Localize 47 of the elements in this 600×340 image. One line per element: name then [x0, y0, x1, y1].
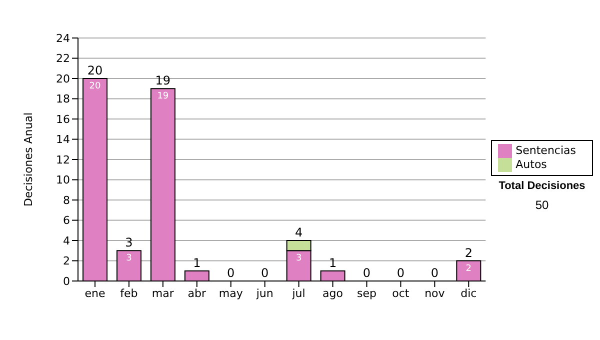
text: 50 [534, 198, 550, 212]
total-label: 2 [464, 246, 472, 260]
data-label: 19 [157, 92, 169, 102]
y-tick-label: 24 [56, 32, 70, 45]
total-label: 1 [193, 256, 201, 270]
x-tick-label: feb [120, 286, 138, 300]
legend-label: Autos [516, 158, 547, 172]
y-tick-label: 2 [63, 254, 70, 268]
x-tick-label: dic [460, 286, 477, 300]
text: Total Decisiones [498, 180, 586, 192]
legend-label: Sentencias [516, 144, 576, 158]
y-tick-label: 14 [56, 133, 70, 146]
y-tick-label: 6 [63, 214, 70, 228]
y-tick-label: 8 [63, 194, 70, 207]
y-axis-title: Decisiones Anual [22, 112, 35, 207]
y-tick-label: 0 [63, 274, 70, 288]
y-tick-label: 18 [56, 92, 70, 106]
total-label: 19 [155, 74, 171, 88]
total-label: 0 [396, 266, 405, 280]
x-tick-label: mar [152, 286, 174, 300]
x-tick-label: oct [392, 286, 410, 300]
total-label: 3 [125, 236, 133, 250]
total-label: 0 [430, 266, 439, 280]
y-tick-label: 4 [63, 234, 70, 248]
data-label: 20 [89, 82, 101, 92]
y-tick-label: 10 [56, 174, 70, 187]
total-label: 0 [362, 266, 371, 280]
y-tick-label: 12 [56, 153, 70, 166]
data-label: 3 [126, 254, 132, 264]
data-label: 2 [466, 264, 472, 274]
total-label: 4 [294, 226, 303, 240]
total-label: 0 [261, 266, 269, 280]
total-label: 1 [328, 256, 337, 270]
x-tick-label: ene [84, 286, 106, 300]
total-label: 20 [87, 64, 103, 78]
x-tick-label: may [218, 286, 244, 300]
total-label: 0 [227, 266, 235, 280]
y-tick-label: 22 [56, 52, 70, 66]
x-tick-label: nov [424, 286, 446, 300]
y-tick-label: 20 [56, 72, 70, 86]
y-tick-label: 16 [56, 112, 70, 126]
x-tick-label: abr [188, 286, 206, 300]
x-tick-label: ago [322, 286, 344, 300]
x-tick-label: jun [255, 286, 274, 300]
data-label: 3 [296, 254, 302, 264]
x-tick-label: sep [357, 286, 376, 300]
x-tick-label: jul [291, 286, 306, 300]
